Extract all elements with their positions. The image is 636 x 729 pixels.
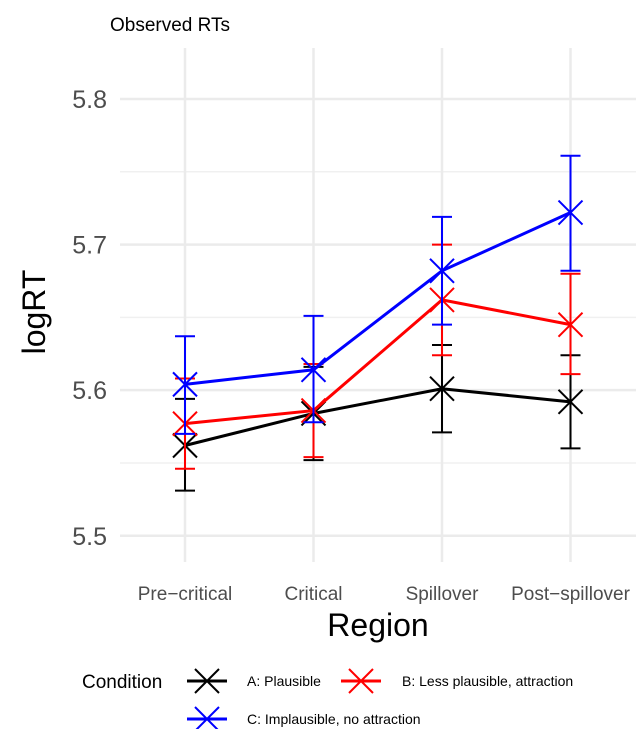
series-group (172, 154, 584, 492)
data-point (429, 258, 455, 284)
data-point (557, 389, 584, 415)
series-1 (172, 243, 584, 470)
y-axis-title: logRT (16, 270, 52, 355)
y-tick-label: 5.8 (72, 86, 107, 114)
legend: Condition A: Plausible B: Less plausible,… (82, 668, 573, 729)
series-line (184, 211, 572, 386)
legend-label: B: Less plausible, attraction (402, 673, 573, 689)
data-point (429, 376, 455, 402)
x-tick-label: Critical (284, 584, 342, 605)
x-tick-label: Spillover (406, 584, 480, 605)
legend-label: C: Implausible, no attraction (247, 711, 421, 727)
y-tick-label: 5.6 (72, 377, 107, 405)
series-2 (172, 154, 584, 435)
x-tick-labels: Pre−critical Critical Spillover Post−spillo… (138, 584, 631, 605)
legend-key-marker (194, 706, 220, 729)
series-line (184, 387, 571, 447)
x-tick-label: Post−spillover (511, 584, 630, 605)
data-point (172, 371, 198, 398)
grid (120, 48, 636, 562)
legend-key-marker (194, 668, 220, 694)
series-line (184, 298, 571, 426)
y-tick-label: 5.5 (72, 523, 107, 551)
legend-label: A: Plausible (247, 673, 321, 689)
chart-title: Observed RTs (110, 15, 230, 36)
data-point (300, 357, 327, 383)
legend-key-marker (348, 668, 374, 694)
x-axis-title: Region (327, 607, 428, 643)
y-tick-labels: 5.5 5.6 5.7 5.8 (72, 86, 107, 551)
data-point (557, 311, 584, 338)
legend-title: Condition (82, 672, 162, 693)
data-point (557, 199, 584, 226)
y-tick-label: 5.7 (72, 232, 107, 260)
x-tick-label: Pre−critical (138, 584, 233, 605)
